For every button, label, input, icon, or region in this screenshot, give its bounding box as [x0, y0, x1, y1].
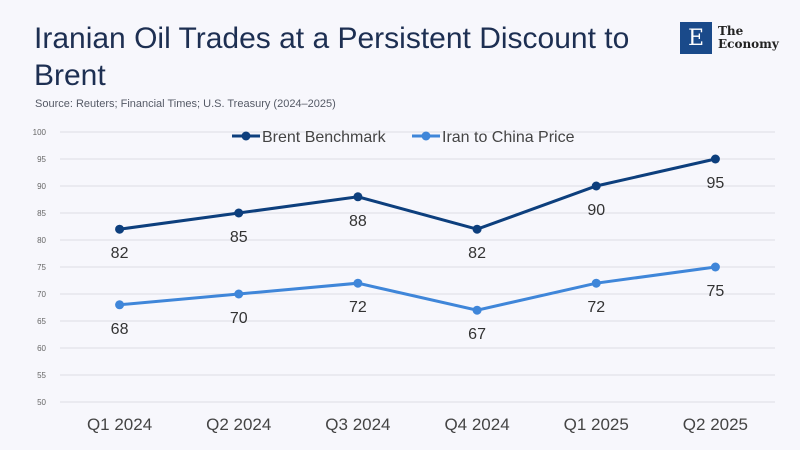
y-tick-label: 80	[37, 236, 46, 245]
data-point	[115, 224, 125, 234]
x-tick-label: Q2 2024	[206, 415, 271, 434]
data-point	[472, 305, 482, 315]
series-line	[119, 265, 716, 312]
data-label: 82	[111, 245, 129, 262]
data-point	[353, 192, 363, 202]
data-label: 95	[707, 175, 725, 192]
y-tick-label: 100	[33, 128, 47, 137]
y-tick-label: 70	[37, 290, 46, 299]
data-point	[591, 181, 601, 191]
data-label: 88	[349, 213, 367, 230]
data-point	[234, 208, 244, 218]
legend-label: Iran to China Price	[442, 129, 575, 146]
legend-marker	[241, 131, 251, 141]
legend-marker	[421, 131, 431, 141]
data-label: 82	[468, 245, 486, 262]
x-tick-label: Q4 2024	[444, 415, 509, 434]
x-tick-label: Q1 2025	[564, 415, 629, 434]
page-title: Iranian Oil Trades at a Persistent Disco…	[34, 22, 630, 92]
y-tick-label: 60	[37, 344, 46, 353]
y-tick-label: 50	[37, 398, 46, 407]
data-label: 90	[587, 202, 605, 219]
data-label: 75	[707, 283, 725, 300]
data-label: 68	[111, 321, 129, 338]
data-label: 67	[468, 326, 486, 343]
source-note: Source: Reuters; Financial Times; U.S. T…	[35, 98, 336, 110]
data-point	[115, 300, 125, 310]
data-point	[710, 262, 720, 272]
logo-mark: E	[680, 22, 712, 54]
data-point	[353, 278, 363, 288]
data-label: 72	[587, 299, 605, 316]
y-tick-label: 65	[37, 317, 46, 326]
data-label: 85	[230, 229, 248, 246]
y-tick-label: 85	[37, 209, 46, 218]
y-tick-label: 75	[37, 263, 46, 272]
data-point	[472, 224, 482, 234]
series-line	[119, 157, 716, 231]
logo-text-2: Economy	[718, 37, 779, 51]
x-tick-label: Q1 2024	[87, 415, 152, 434]
logo: E The Economy	[680, 22, 779, 54]
y-tick-label: 55	[37, 371, 46, 380]
data-point	[234, 289, 244, 299]
x-tick-label: Q2 2025	[683, 415, 748, 434]
data-point	[710, 154, 720, 164]
data-point	[591, 278, 601, 288]
x-tick-label: Q3 2024	[325, 415, 390, 434]
logo-text-1: The	[718, 24, 744, 38]
legend-label: Brent Benchmark	[262, 129, 387, 146]
data-label: 70	[230, 310, 248, 327]
data-label: 72	[349, 299, 367, 316]
y-tick-label: 95	[37, 155, 46, 164]
y-tick-label: 90	[37, 182, 46, 191]
